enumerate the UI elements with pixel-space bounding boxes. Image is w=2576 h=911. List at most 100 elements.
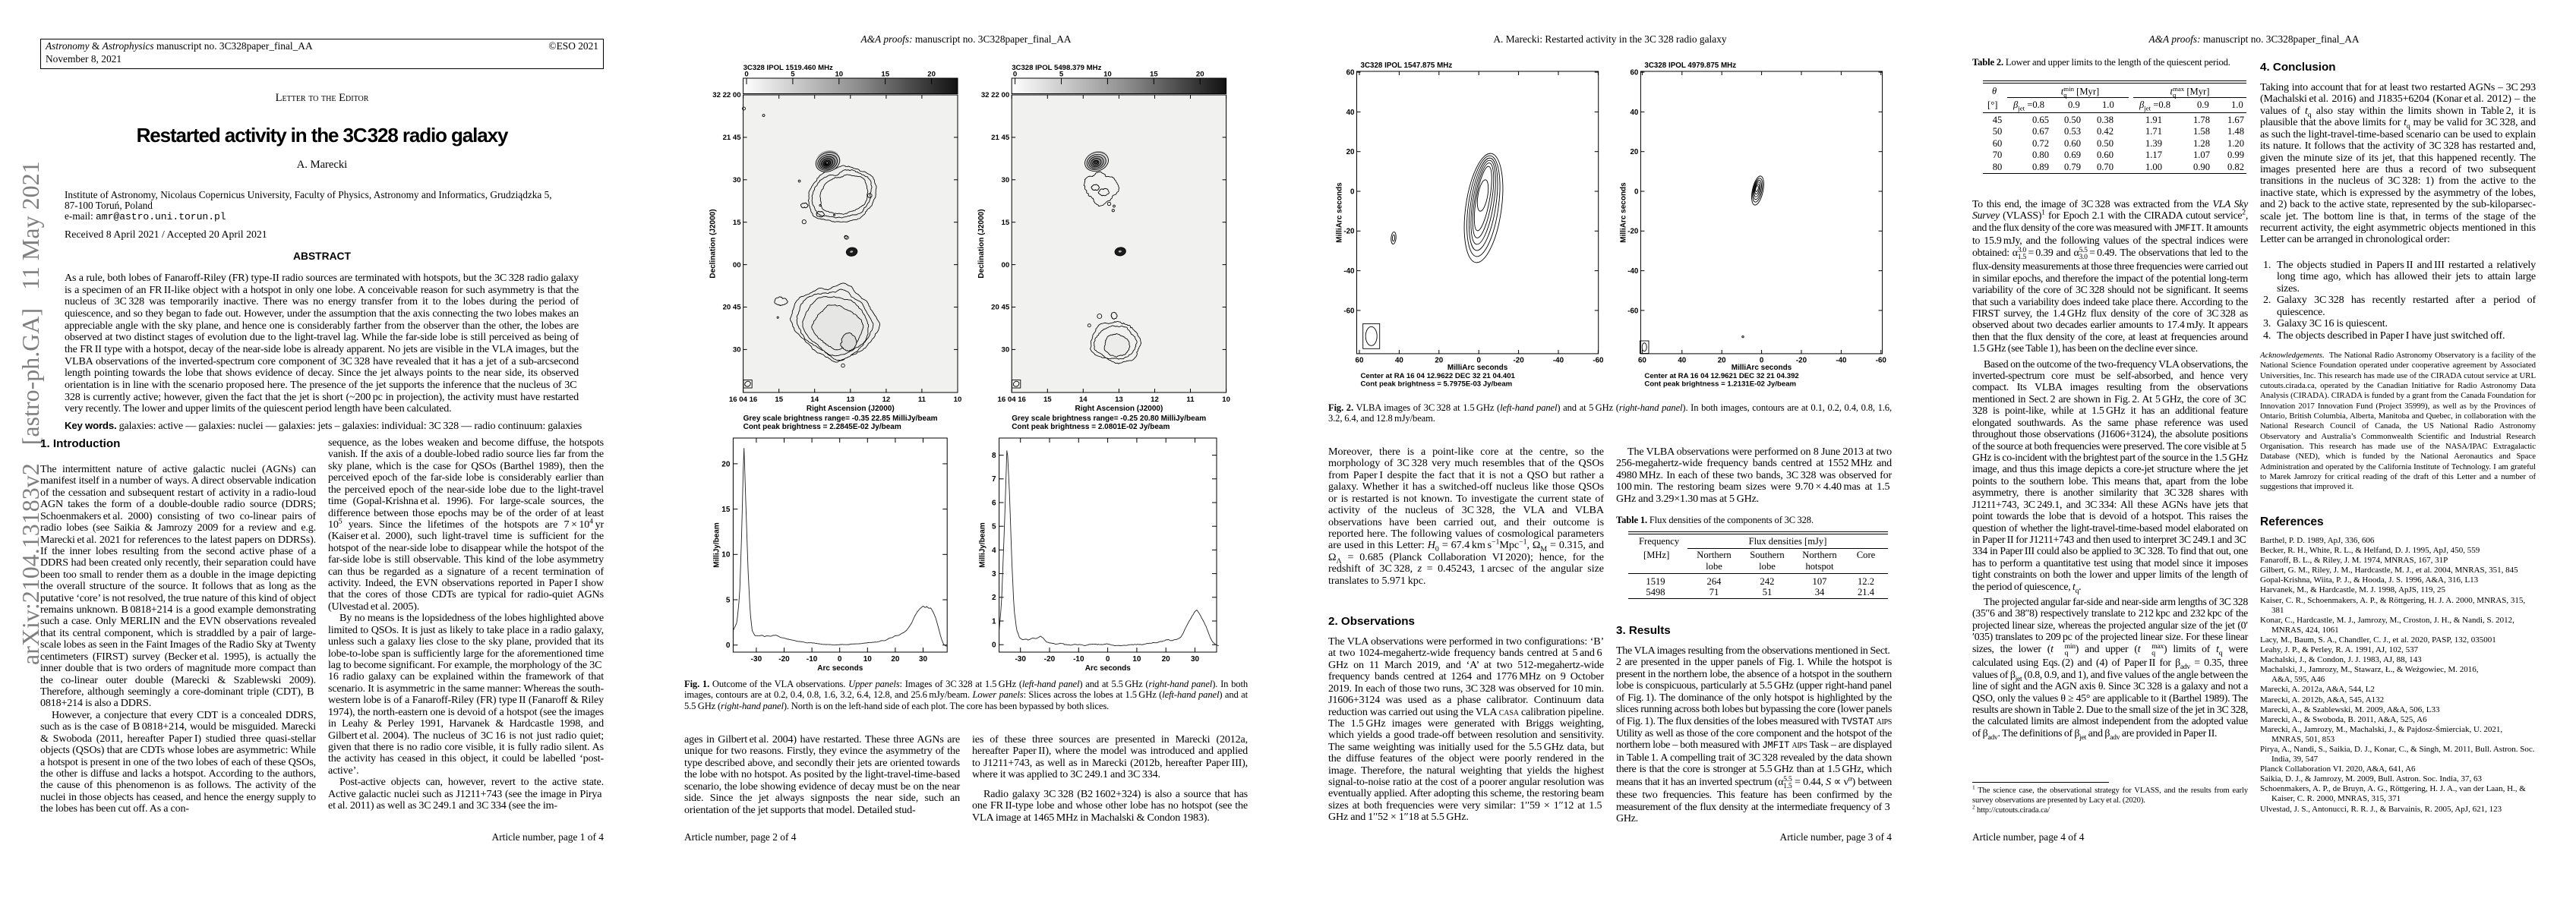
svg-text:0: 0 bbox=[1476, 357, 1481, 365]
svg-text:21 45: 21 45 bbox=[723, 134, 742, 142]
svg-text:30: 30 bbox=[1002, 176, 1010, 184]
svg-text:15: 15 bbox=[733, 219, 741, 227]
svg-text:-40: -40 bbox=[1627, 267, 1639, 276]
svg-text:10: 10 bbox=[1103, 71, 1112, 79]
svg-text:60: 60 bbox=[1638, 357, 1646, 365]
svg-text:Cont peak brightness = 2.0801E: Cont peak brightness = 2.0801E-02 Jy/bea… bbox=[1012, 423, 1170, 431]
svg-text:15: 15 bbox=[1150, 71, 1158, 79]
svg-text:10: 10 bbox=[954, 396, 962, 404]
svg-text:0: 0 bbox=[992, 641, 996, 650]
svg-text:Center at RA 16 04 12.9622 DE: Center at RA 16 04 12.9622 DEC 32 21 04.… bbox=[1361, 372, 1516, 380]
svg-text:5: 5 bbox=[1059, 71, 1064, 79]
svg-text:-20: -20 bbox=[1627, 228, 1639, 236]
svg-text:11: 11 bbox=[1186, 396, 1195, 404]
svg-text:MilliArc seconds: MilliArc seconds bbox=[1447, 364, 1508, 372]
svg-text:14: 14 bbox=[1079, 396, 1088, 404]
svg-text:Right Ascension (J2000): Right Ascension (J2000) bbox=[1075, 405, 1163, 413]
svg-text:15: 15 bbox=[1002, 219, 1010, 227]
svg-text:-20: -20 bbox=[1343, 228, 1355, 236]
svg-text:0: 0 bbox=[838, 655, 842, 664]
svg-text:Declination (J2000): Declination (J2000) bbox=[977, 209, 986, 278]
svg-text:20 45: 20 45 bbox=[991, 304, 1010, 312]
svg-text:0: 0 bbox=[726, 641, 731, 650]
svg-text:-40: -40 bbox=[1343, 267, 1355, 276]
svg-text:5: 5 bbox=[791, 71, 795, 79]
svg-text:30: 30 bbox=[1002, 346, 1010, 355]
svg-text:60: 60 bbox=[1346, 69, 1355, 77]
svg-text:13: 13 bbox=[846, 396, 854, 404]
svg-text:60: 60 bbox=[1356, 357, 1364, 365]
svg-text:Grey scale brightness range= -: Grey scale brightness range= -0.35 22.85… bbox=[743, 415, 938, 423]
svg-text:8: 8 bbox=[992, 452, 996, 460]
svg-text:20 45: 20 45 bbox=[723, 304, 742, 312]
svg-text:-20: -20 bbox=[778, 655, 790, 664]
svg-text:16 04 16: 16 04 16 bbox=[729, 396, 757, 404]
svg-text:-40: -40 bbox=[1553, 357, 1564, 365]
svg-text:Right Ascension (J2000): Right Ascension (J2000) bbox=[807, 405, 895, 413]
svg-text:10: 10 bbox=[1132, 655, 1141, 664]
svg-text:3C328 IPOL 1547.875 MHz: 3C328 IPOL 1547.875 MHz bbox=[1361, 61, 1453, 70]
svg-text:10: 10 bbox=[863, 655, 873, 664]
svg-text:5: 5 bbox=[992, 523, 996, 531]
svg-text:20: 20 bbox=[721, 460, 731, 468]
svg-text:-20: -20 bbox=[1796, 357, 1807, 365]
svg-text:-20: -20 bbox=[1514, 357, 1525, 365]
svg-text:-20: -20 bbox=[1044, 655, 1056, 664]
svg-text:10: 10 bbox=[1222, 396, 1230, 404]
svg-text:5: 5 bbox=[726, 596, 731, 604]
svg-text:30: 30 bbox=[919, 655, 928, 664]
svg-text:MilliJy/beam: MilliJy/beam bbox=[979, 522, 987, 568]
svg-text:MilliJy/beam: MilliJy/beam bbox=[712, 522, 721, 568]
svg-text:00: 00 bbox=[733, 261, 741, 270]
svg-text:12: 12 bbox=[1151, 396, 1159, 404]
svg-text:0: 0 bbox=[1013, 71, 1017, 79]
svg-text:21 45: 21 45 bbox=[991, 134, 1010, 142]
svg-text:40: 40 bbox=[1346, 109, 1355, 117]
svg-text:16 04 16: 16 04 16 bbox=[998, 396, 1026, 404]
svg-text:20: 20 bbox=[927, 71, 936, 79]
svg-text:0: 0 bbox=[1350, 188, 1355, 196]
svg-text:20: 20 bbox=[1630, 148, 1638, 156]
svg-text:MilliArc seconds: MilliArc seconds bbox=[1732, 364, 1792, 372]
svg-text:3C328 IPOL 5498.379 MHz: 3C328 IPOL 5498.379 MHz bbox=[1012, 64, 1101, 72]
svg-text:-60: -60 bbox=[1876, 357, 1887, 365]
svg-text:30: 30 bbox=[733, 176, 741, 184]
svg-text:12: 12 bbox=[882, 396, 891, 404]
svg-text:-60: -60 bbox=[1593, 357, 1604, 365]
svg-text:-60: -60 bbox=[1627, 307, 1639, 315]
svg-text:MilliArc seconds: MilliArc seconds bbox=[1619, 182, 1627, 243]
svg-text:MilliArc seconds: MilliArc seconds bbox=[1336, 182, 1344, 243]
svg-text:20: 20 bbox=[1162, 655, 1171, 664]
svg-text:20: 20 bbox=[891, 655, 900, 664]
svg-text:-30: -30 bbox=[751, 655, 762, 664]
svg-text:15: 15 bbox=[1043, 396, 1052, 404]
svg-text:3: 3 bbox=[992, 570, 996, 578]
svg-text:0: 0 bbox=[744, 71, 748, 79]
svg-text:Cont peak brightness = 5.7975E: Cont peak brightness = 5.7975E-03 Jy/bea… bbox=[1361, 380, 1513, 389]
svg-text:15: 15 bbox=[775, 396, 783, 404]
svg-text:-60: -60 bbox=[1343, 307, 1355, 315]
svg-text:-10: -10 bbox=[807, 655, 818, 664]
svg-text:-30: -30 bbox=[1015, 655, 1026, 664]
svg-text:40: 40 bbox=[1630, 109, 1638, 117]
svg-text:2: 2 bbox=[992, 594, 996, 602]
svg-text:Declination (J2000): Declination (J2000) bbox=[709, 209, 718, 278]
svg-text:6: 6 bbox=[992, 499, 996, 507]
svg-text:13: 13 bbox=[1115, 396, 1123, 404]
svg-text:1: 1 bbox=[992, 617, 996, 626]
svg-text:20: 20 bbox=[1435, 357, 1443, 365]
svg-text:60: 60 bbox=[1630, 69, 1638, 77]
svg-text:40: 40 bbox=[1395, 357, 1403, 365]
svg-text:3C328 IPOL 4979.875 MHz: 3C328 IPOL 4979.875 MHz bbox=[1644, 61, 1736, 70]
svg-text:Arc seconds: Arc seconds bbox=[817, 664, 863, 673]
svg-text:7: 7 bbox=[992, 475, 996, 484]
svg-text:-10: -10 bbox=[1073, 655, 1084, 664]
svg-text:20: 20 bbox=[1196, 71, 1204, 79]
svg-text:14: 14 bbox=[810, 396, 819, 404]
svg-text:0: 0 bbox=[1634, 188, 1639, 196]
svg-text:Center at RA 16 04 12.9621 DE: Center at RA 16 04 12.9621 DEC 32 21 04.… bbox=[1644, 372, 1798, 380]
svg-text:-40: -40 bbox=[1836, 357, 1847, 365]
svg-text:11: 11 bbox=[918, 396, 927, 404]
svg-text:00: 00 bbox=[1002, 261, 1010, 270]
svg-text:Cont peak brightness = 2.2845E: Cont peak brightness = 2.2845E-02 Jy/bea… bbox=[743, 423, 901, 431]
